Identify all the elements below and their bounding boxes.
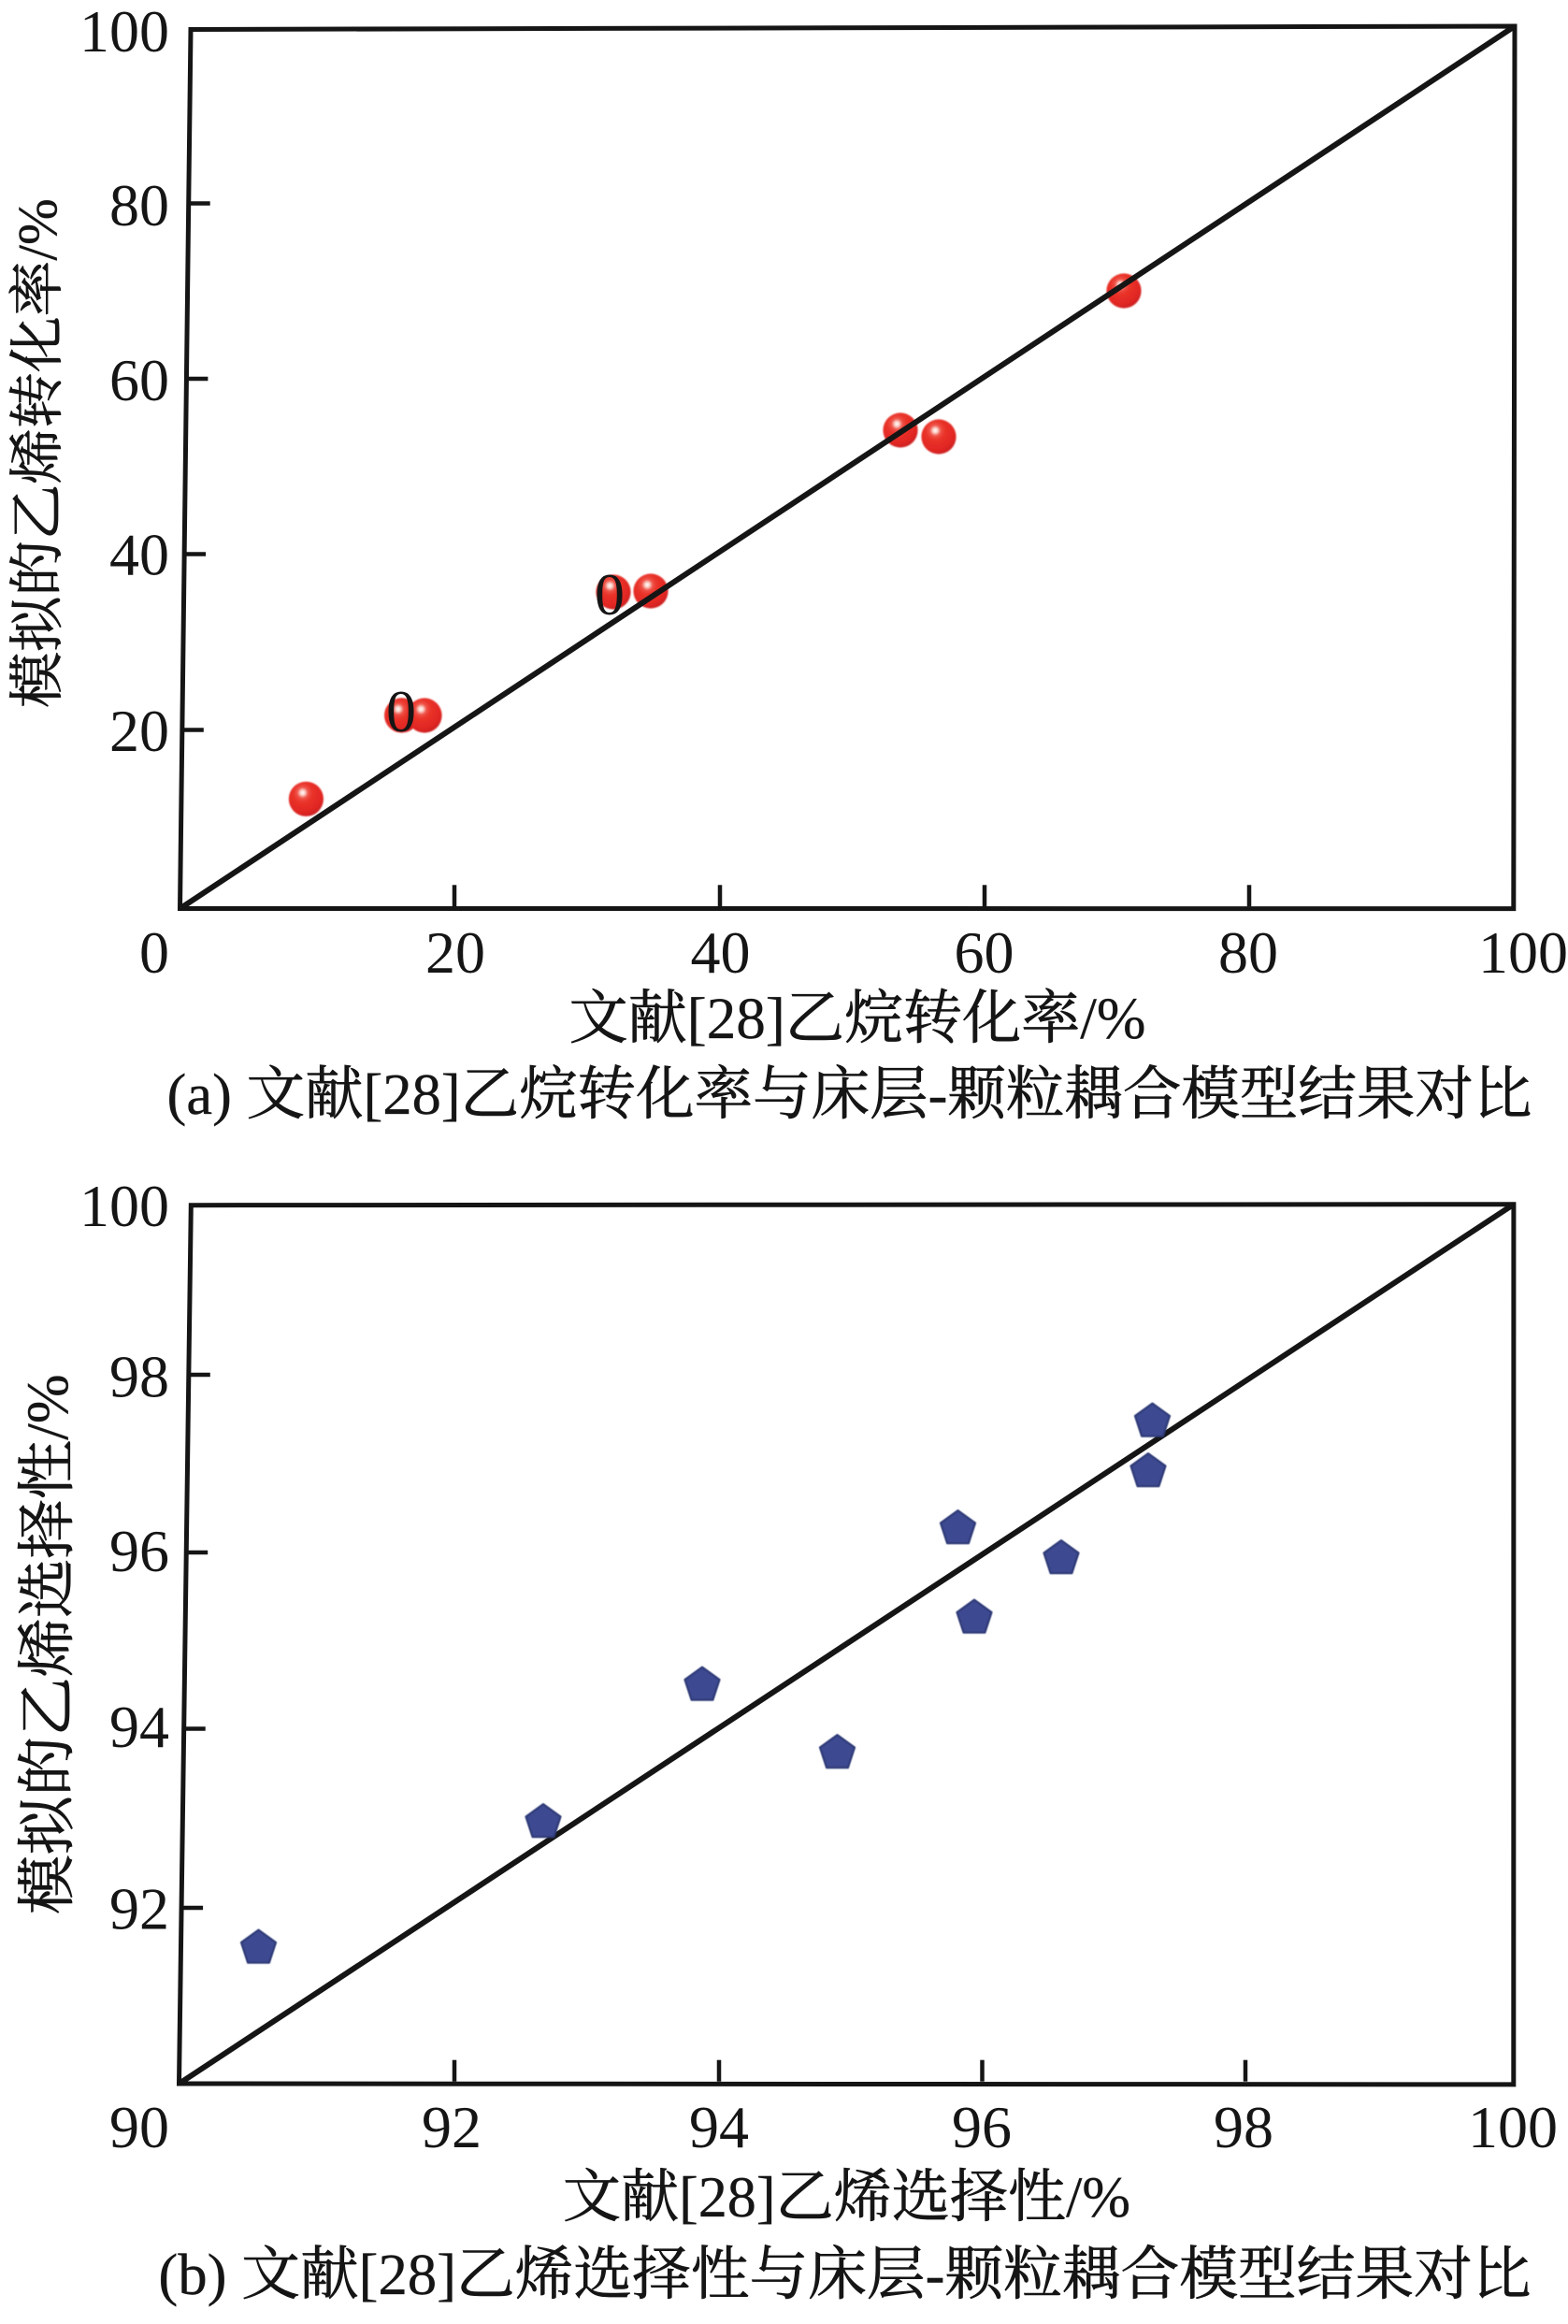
svg-text:40: 40 bbox=[691, 919, 751, 986]
svg-text:94: 94 bbox=[689, 2094, 749, 2160]
svg-text:20: 20 bbox=[109, 698, 169, 764]
svg-text:100: 100 bbox=[1468, 2094, 1558, 2160]
svg-text:100: 100 bbox=[79, 1173, 169, 1239]
svg-text:40: 40 bbox=[109, 521, 169, 587]
svg-text:0: 0 bbox=[386, 678, 416, 744]
svg-text:100: 100 bbox=[79, 0, 169, 65]
svg-text:100: 100 bbox=[1478, 919, 1568, 986]
svg-text:98: 98 bbox=[109, 1343, 169, 1409]
svg-text:96: 96 bbox=[109, 1518, 169, 1584]
svg-text:0: 0 bbox=[595, 561, 625, 628]
svg-text:20: 20 bbox=[425, 919, 485, 986]
svg-text:92: 92 bbox=[109, 1875, 169, 1941]
svg-text:80: 80 bbox=[1218, 919, 1278, 986]
svg-text:0: 0 bbox=[139, 919, 169, 986]
svg-text:98: 98 bbox=[1214, 2094, 1273, 2160]
svg-text:92: 92 bbox=[422, 2094, 482, 2160]
svg-text:60: 60 bbox=[109, 347, 169, 413]
svg-text:60: 60 bbox=[955, 919, 1014, 986]
svg-text:96: 96 bbox=[952, 2094, 1012, 2160]
svg-text:94: 94 bbox=[109, 1694, 169, 1760]
svg-text:90: 90 bbox=[109, 2094, 169, 2160]
svg-text:80: 80 bbox=[109, 172, 169, 238]
